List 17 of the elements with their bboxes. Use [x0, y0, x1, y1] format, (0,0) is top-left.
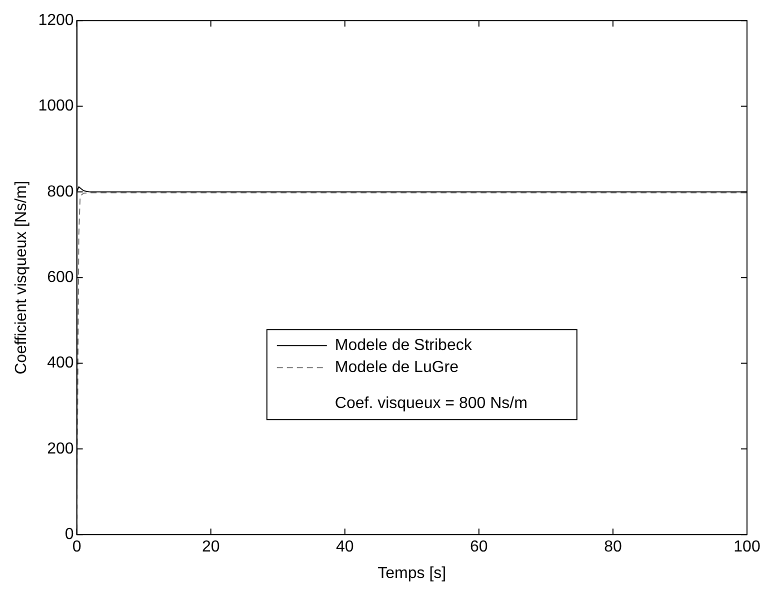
- y-tick-label: 0: [64, 526, 74, 544]
- x-axis-title: Temps [s]: [378, 564, 446, 582]
- x-tick-label: 100: [734, 538, 760, 556]
- y-axis-title: Coefficient visqueux [Ns/m]: [13, 180, 30, 374]
- legend-label: Modele de LuGre: [334, 359, 459, 376]
- y-tick-label: 800: [47, 183, 74, 200]
- y-tick-label: 1200: [38, 12, 74, 30]
- y-tick-label: 600: [47, 269, 74, 286]
- x-tick-label: 20: [202, 538, 220, 556]
- x-tick-label: 40: [336, 538, 354, 556]
- annotation: Coef. visqueux = 800 Ns/m: [334, 395, 528, 412]
- y-tick-label: 400: [47, 354, 74, 372]
- y-tick-label: 200: [47, 440, 74, 458]
- x-tick-label: 60: [470, 538, 488, 556]
- x-tick-label: 80: [604, 538, 622, 556]
- legend-label: Modele de Stribeck: [334, 337, 473, 354]
- y-tick-label: 1000: [38, 98, 74, 115]
